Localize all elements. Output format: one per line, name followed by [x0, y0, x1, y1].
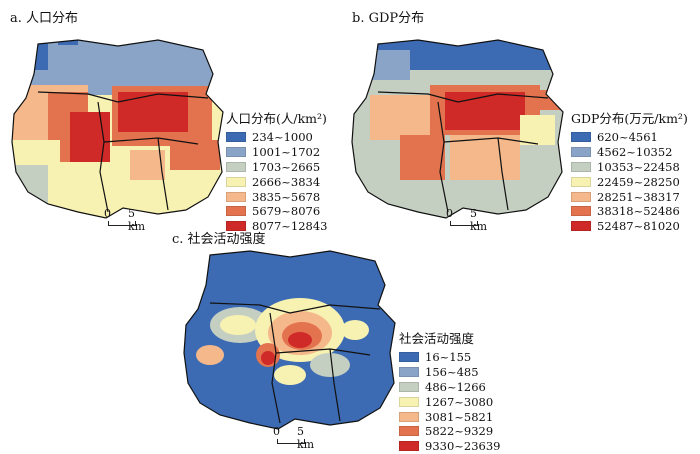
- legend-swatch: [571, 132, 591, 143]
- scale-zero-label: 0: [273, 425, 280, 438]
- legend-label: 3081~5821: [425, 409, 494, 424]
- legend-item: 10353~22458: [571, 160, 688, 175]
- legend-item: 5679~8076: [226, 204, 328, 219]
- legend-item: 22459~28250: [571, 174, 688, 189]
- legend-swatch: [571, 161, 591, 172]
- legend-swatch: [226, 132, 246, 143]
- panel-a-title: a. 人口分布: [10, 11, 79, 26]
- legend-label: 52487~81020: [597, 219, 680, 234]
- scale-line: [277, 439, 305, 444]
- legend-label: 486~1266: [425, 379, 486, 394]
- legend-swatch: [399, 426, 419, 437]
- legend-swatch: [399, 396, 419, 407]
- legend-item: 234~1000: [226, 130, 328, 145]
- panel-c-title: c. 社会活动强度: [172, 232, 266, 247]
- social-activity-legend: 社会活动强度 16~155 156~485 486~1266 1267~3080…: [399, 328, 501, 454]
- legend-item: 3081~5821: [399, 409, 501, 424]
- legend-item: 486~1266: [399, 380, 501, 395]
- population-map: [11, 39, 224, 219]
- legend-swatch: [226, 176, 246, 187]
- scale-five-label: 5 km: [470, 207, 488, 233]
- legend-item: 1267~3080: [399, 394, 501, 409]
- legend-label: 8077~12843: [252, 219, 328, 234]
- legend-label: 3835~5678: [252, 189, 321, 204]
- scale-five-label: 5 km: [128, 207, 146, 233]
- panel-b-title: b. GDP分布: [352, 11, 425, 26]
- legend-label: 16~155: [425, 350, 472, 365]
- legend-item: 1001~1702: [226, 145, 328, 160]
- legend-swatch: [399, 441, 419, 452]
- legend-swatch: [571, 206, 591, 217]
- legend-swatch: [226, 191, 246, 202]
- legend-label: 620~4561: [597, 130, 658, 145]
- legend-swatch: [399, 352, 419, 363]
- legend-swatch: [226, 161, 246, 172]
- legend-item: 5822~9329: [399, 424, 501, 439]
- legend-item: 3835~5678: [226, 189, 328, 204]
- scale-line: [450, 221, 478, 226]
- gdp-legend: GDP分布(万元/km²) 620~4561 4562~10352 10353~…: [571, 108, 688, 234]
- legend-swatch: [226, 147, 246, 158]
- scale-line: [108, 221, 136, 226]
- legend-swatch: [399, 411, 419, 422]
- legend-item: 4562~10352: [571, 145, 688, 160]
- legend-swatch: [399, 381, 419, 392]
- legend-swatch: [571, 191, 591, 202]
- legend-item: 38318~52486: [571, 204, 688, 219]
- legend-title: 人口分布(人/km²): [226, 111, 327, 126]
- legend-label: 2666~3834: [252, 174, 321, 189]
- legend-label: 38318~52486: [597, 204, 680, 219]
- legend-label: 9330~23639: [425, 439, 501, 454]
- legend-label: 28251~38317: [597, 189, 680, 204]
- legend-item: 52487~81020: [571, 219, 688, 234]
- scale-zero-label: 0: [104, 207, 111, 220]
- legend-item: 8077~12843: [226, 219, 328, 234]
- legend-label: 1001~1702: [252, 145, 321, 160]
- legend-item: 2666~3834: [226, 174, 328, 189]
- legend-title: 社会活动强度: [399, 331, 475, 346]
- legend-label: 22459~28250: [597, 174, 680, 189]
- legend-label: 1267~3080: [425, 394, 494, 409]
- legend-label: 5679~8076: [252, 204, 321, 219]
- legend-label: 234~1000: [252, 130, 313, 145]
- legend-item: 1703~2665: [226, 160, 328, 175]
- social-activity-map: [183, 250, 396, 430]
- gdp-map: [351, 39, 564, 219]
- legend-item: 156~485: [399, 365, 501, 380]
- legend-swatch: [571, 176, 591, 187]
- legend-item: 9330~23639: [399, 439, 501, 454]
- legend-swatch: [571, 221, 591, 232]
- legend-label: 4562~10352: [597, 145, 673, 160]
- legend-item: 620~4561: [571, 130, 688, 145]
- legend-item: 28251~38317: [571, 189, 688, 204]
- population-legend: 人口分布(人/km²) 234~1000 1001~1702 1703~2665…: [226, 108, 328, 234]
- legend-swatch: [399, 367, 419, 378]
- scale-zero-label: 0: [446, 207, 453, 220]
- legend-label: 10353~22458: [597, 159, 680, 174]
- legend-swatch: [226, 221, 246, 232]
- legend-label: 156~485: [425, 365, 479, 380]
- legend-label: 5822~9329: [425, 424, 494, 439]
- legend-label: 1703~2665: [252, 159, 321, 174]
- legend-swatch: [571, 147, 591, 158]
- legend-title: GDP分布(万元/km²): [571, 111, 688, 126]
- legend-swatch: [226, 206, 246, 217]
- scale-five-label: 5 km: [297, 425, 315, 451]
- legend-item: 16~155: [399, 350, 501, 365]
